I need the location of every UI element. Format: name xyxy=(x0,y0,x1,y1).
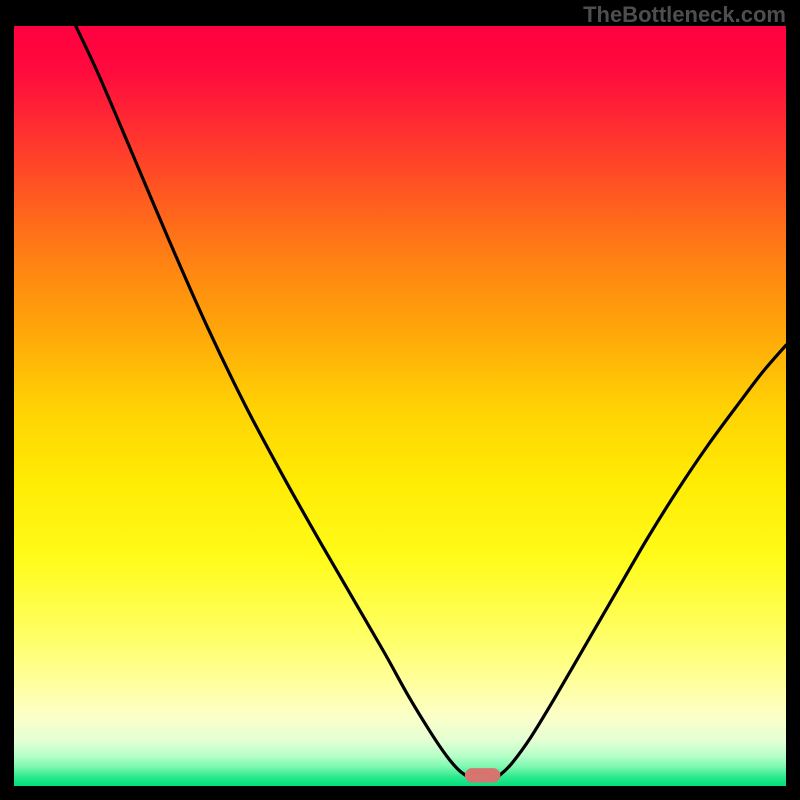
optimum-marker xyxy=(465,768,501,782)
gradient-background xyxy=(14,26,786,786)
plot-area xyxy=(14,26,786,786)
watermark-text: TheBottleneck.com xyxy=(583,2,786,28)
chart-svg xyxy=(14,26,786,786)
chart-frame: TheBottleneck.com xyxy=(0,0,800,800)
